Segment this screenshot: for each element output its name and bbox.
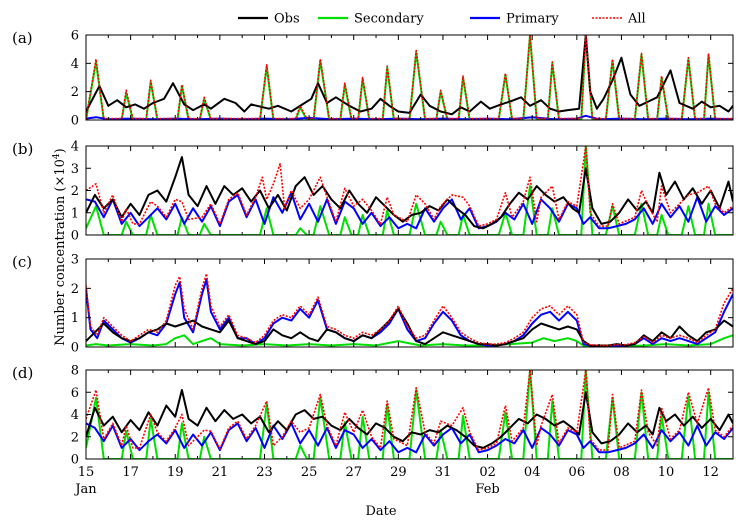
legend-label: Obs: [274, 12, 300, 27]
panel: 0 2 4 6 (a): [12, 29, 734, 129]
y-tick-label: 0: [71, 229, 79, 244]
x-axis-title: Date: [365, 504, 396, 519]
x-tick-label: 27: [345, 465, 362, 480]
panel: 0 1 2 3 4 (b): [12, 140, 734, 244]
series-line-obs: [86, 35, 733, 116]
x-tick-label: 06: [569, 465, 586, 480]
legend-label: Secondary: [354, 12, 424, 27]
y-tick-label: 3: [71, 162, 79, 177]
x-tick-label: 23: [256, 465, 273, 480]
x-tick-label: 19: [167, 465, 184, 480]
y-tick-label: 2: [71, 430, 79, 445]
x-tick-label: 31: [435, 465, 452, 480]
y-axis-title-sup: 4: [52, 153, 62, 159]
y-tick-label: 4: [71, 57, 79, 72]
series-group: [86, 370, 733, 459]
x-tick-label: 17: [122, 465, 139, 480]
series-line-primary: [86, 114, 733, 120]
legend-label: All: [627, 12, 646, 27]
x-tick-label: 12: [702, 465, 719, 480]
y-tick-label: 2: [71, 282, 79, 297]
series-line-all: [86, 146, 733, 227]
y-tick-label: 0: [71, 114, 79, 129]
y-tick-label: 2: [71, 85, 79, 100]
month-label: Feb: [475, 482, 499, 497]
panel-label: (a): [12, 29, 33, 47]
y-axis-title-main: Number concentration (×10: [53, 159, 68, 346]
y-axis-title: Number concentration (×104): [52, 148, 68, 345]
series-line-primary: [86, 422, 733, 454]
y-tick-label: 6: [71, 386, 79, 401]
y-tick-label: 0: [71, 453, 79, 468]
y-axis-title-tail: ): [53, 148, 68, 153]
panel: 0 2 4 6 8 (d): [12, 364, 734, 468]
legend-item: Secondary: [318, 12, 424, 27]
plot-frame: [85, 258, 734, 348]
x-tick-label: 02: [479, 465, 496, 480]
series-line-secondary: [86, 370, 733, 459]
series-line-all: [86, 370, 733, 451]
x-tick-label: 29: [390, 465, 407, 480]
x-tick-label: 04: [524, 465, 541, 480]
series-group: [86, 146, 733, 235]
series-line-all: [86, 35, 733, 120]
y-tick-label: 2: [71, 184, 79, 199]
panels: 0 2 4 6 (a) 0 1 2 3 4 (b) 0 1 2 3 (c) 0 2 4 6 8 (d): [12, 29, 734, 468]
y-tick-label: 8: [71, 364, 79, 379]
x-tick-label: 10: [658, 465, 675, 480]
legend-item: Primary: [470, 12, 559, 27]
y-tick-label: 0: [71, 341, 79, 356]
panel-label: (c): [12, 253, 32, 271]
x-tick-label: 21: [212, 465, 229, 480]
series-group: [86, 272, 733, 347]
legend-item: Obs: [238, 12, 300, 27]
legend-item: All: [592, 12, 646, 27]
series-line-primary: [86, 191, 733, 230]
panel: 0 1 2 3 (c): [12, 253, 734, 356]
x-tick-label: 15: [78, 465, 95, 480]
plot-frame: [85, 34, 734, 121]
y-tick-label: 6: [71, 29, 79, 44]
y-tick-label: 4: [71, 408, 79, 423]
series-line-secondary: [86, 35, 733, 120]
panel-label: (d): [12, 364, 33, 382]
month-label: Jan: [73, 482, 97, 497]
legend: Obs Secondary Primary All: [238, 12, 646, 27]
series-line-obs: [86, 389, 733, 449]
y-tick-label: 4: [71, 140, 79, 155]
series-line-secondary: [86, 334, 733, 347]
series-line-obs: [86, 156, 733, 230]
x-tick-label: 08: [613, 465, 630, 480]
y-tick-label: 3: [71, 253, 79, 268]
y-tick-label: 1: [71, 206, 79, 221]
legend-label: Primary: [506, 12, 559, 27]
series-group: [86, 35, 733, 120]
x-tick-label: 25: [301, 465, 318, 480]
x-axis-labels: 15 17 19 21 23 25 27 29 31 02 04 06 08 10 12 Jan Feb: [73, 465, 719, 497]
y-tick-label: 1: [71, 311, 79, 326]
panel-label: (b): [12, 140, 33, 158]
